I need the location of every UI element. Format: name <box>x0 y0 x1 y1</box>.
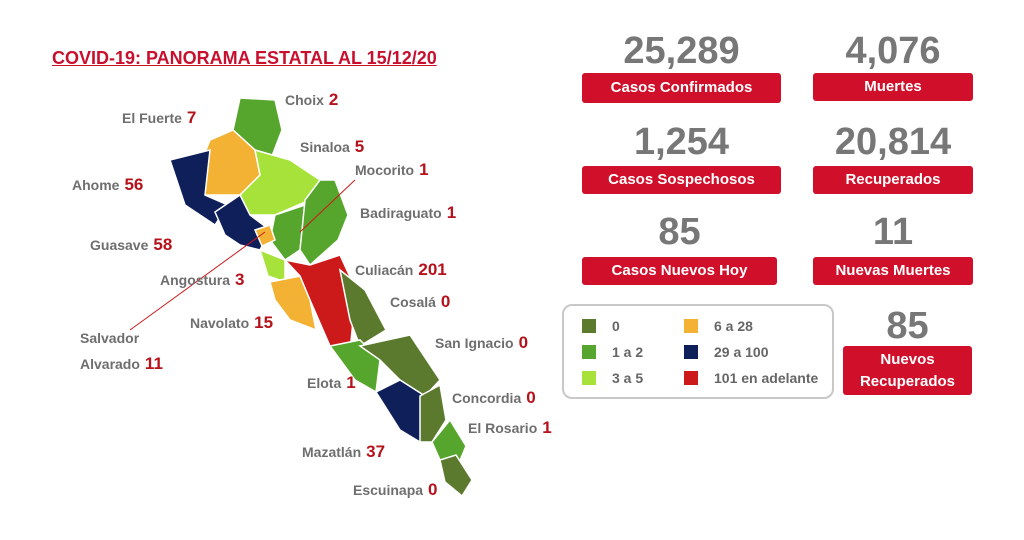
angostura <box>253 224 276 248</box>
legend-label: 3 a 5 <box>612 370 644 386</box>
municipality-name: El Rosario <box>468 420 538 436</box>
municipality-label: Mazatlán 37 <box>302 442 385 462</box>
legend-item: 3 a 5 <box>582 370 643 386</box>
case-count: 56 <box>124 175 144 194</box>
municipality-name: Mazatlán <box>302 444 362 460</box>
case-count: 7 <box>186 108 197 127</box>
legend: 0 1 a 2 3 a 5 6 a 28 29 a 100 101 en adelante <box>562 304 834 399</box>
legend-swatch <box>582 319 596 333</box>
stat-value: 11 <box>872 211 914 253</box>
municipality-label: Ahome 56 <box>72 175 143 195</box>
municipality-label: Angostura 3 <box>160 270 244 290</box>
case-count: 58 <box>153 235 173 254</box>
case-count: 11 <box>144 354 163 373</box>
stat-label: Casos Confirmados <box>582 73 781 103</box>
municipality-label: Salvador Alvarado 11 <box>80 325 175 377</box>
stat-value: 85 <box>658 211 701 253</box>
municipality-label: Escuinapa 0 <box>353 480 438 500</box>
municipality-label: Cosalá 0 <box>390 292 450 312</box>
stat-label: Nuevos Recuperados <box>843 346 972 395</box>
concordia <box>419 383 447 443</box>
stat-value: 4,076 <box>845 30 941 72</box>
legend-item: 6 a 28 <box>684 318 753 334</box>
legend-item: 1 a 2 <box>582 344 643 360</box>
case-count: 3 <box>235 270 245 289</box>
municipality-name: Escuinapa <box>353 482 424 498</box>
legend-label: 29 a 100 <box>714 344 769 360</box>
municipality-name: Choix <box>285 92 324 108</box>
stat-label: Muertes <box>813 73 973 101</box>
stat-value: 20,814 <box>834 121 952 163</box>
municipality-label: Sinaloa 5 <box>300 137 364 157</box>
municipality-label: Culiacán 201 <box>355 260 447 280</box>
municipality-label: Navolato 15 <box>190 313 273 333</box>
title: COVID-19: PANORAMA ESTATAL AL 15/12/20 <box>52 48 437 68</box>
case-count: 37 <box>366 442 386 461</box>
escuinapa <box>439 454 473 498</box>
case-count: 2 <box>328 90 339 109</box>
municipality-label: Elota 1 <box>307 373 356 393</box>
municipality-label: Concordia 0 <box>452 388 536 408</box>
legend-swatch <box>684 345 698 359</box>
municipality-name: Badiraguato <box>360 205 442 221</box>
elota <box>328 339 381 394</box>
municipality-name: El Fuerte <box>122 110 182 126</box>
municipality-label: Choix 2 <box>285 90 338 110</box>
stat-value: 1,254 <box>633 121 730 163</box>
municipality-name: Culiacán <box>355 262 414 278</box>
municipality-label: El Fuerte 7 <box>122 108 196 128</box>
municipality-name: Navolato <box>190 315 250 331</box>
cosala <box>338 268 387 348</box>
municipality-name: Ahome <box>72 177 120 193</box>
municipality-name: Salvador Alvarado <box>80 330 140 372</box>
legend-swatch <box>582 345 596 359</box>
badiraguato <box>299 179 349 267</box>
legend-swatch <box>684 319 698 333</box>
case-count: 0 <box>440 292 451 311</box>
legend-label: 1 a 2 <box>612 344 644 360</box>
municipality-name: Elota <box>307 375 342 391</box>
municipality-label: Mocorito 1 <box>355 160 429 180</box>
case-count: 1 <box>542 418 552 437</box>
case-count: 0 <box>526 388 536 407</box>
municipality-name: Cosalá <box>390 294 436 310</box>
case-count: 1 <box>419 160 429 179</box>
case-count: 1 <box>346 373 356 392</box>
pointer <box>129 231 266 331</box>
stat-value: 25,289 <box>623 30 740 72</box>
legend-label: 6 a 28 <box>714 318 753 334</box>
case-count: 0 <box>518 333 529 352</box>
case-count: 5 <box>354 137 365 156</box>
legend-item: 101 en adelante <box>684 370 818 386</box>
municipality-label: Badiraguato 1 <box>360 203 456 223</box>
case-count: 201 <box>418 260 447 279</box>
stat-label: Recuperados <box>813 166 973 194</box>
municipality-name: Angostura <box>160 272 230 288</box>
legend-swatch <box>582 371 596 385</box>
municipality-name: Sinaloa <box>300 139 350 155</box>
legend-label: 101 en adelante <box>714 370 819 386</box>
stat-label: Nuevas Muertes <box>813 257 973 285</box>
legend-label: 0 <box>612 318 620 334</box>
municipality-name: Mocorito <box>355 162 415 178</box>
municipality-name: Guasave <box>90 237 149 253</box>
case-count: 1 <box>446 203 457 222</box>
municipality-name: Concordia <box>452 390 522 406</box>
municipality-label: San Ignacio 0 <box>435 333 528 353</box>
pointer <box>299 179 356 233</box>
municipality-label: Guasave 58 <box>90 235 172 255</box>
legend-item: 0 <box>582 318 620 334</box>
legend-item: 29 a 100 <box>684 344 769 360</box>
case-count: 15 <box>254 313 274 332</box>
municipality-name: San Ignacio <box>435 335 514 351</box>
case-count: 0 <box>428 480 438 499</box>
stat-label: Casos Nuevos Hoy <box>582 257 777 285</box>
stat-value: 85 <box>886 305 929 347</box>
stat-label: Casos Sospechosos <box>582 166 781 194</box>
legend-swatch <box>684 371 698 385</box>
municipality-label: El Rosario 1 <box>468 418 552 438</box>
